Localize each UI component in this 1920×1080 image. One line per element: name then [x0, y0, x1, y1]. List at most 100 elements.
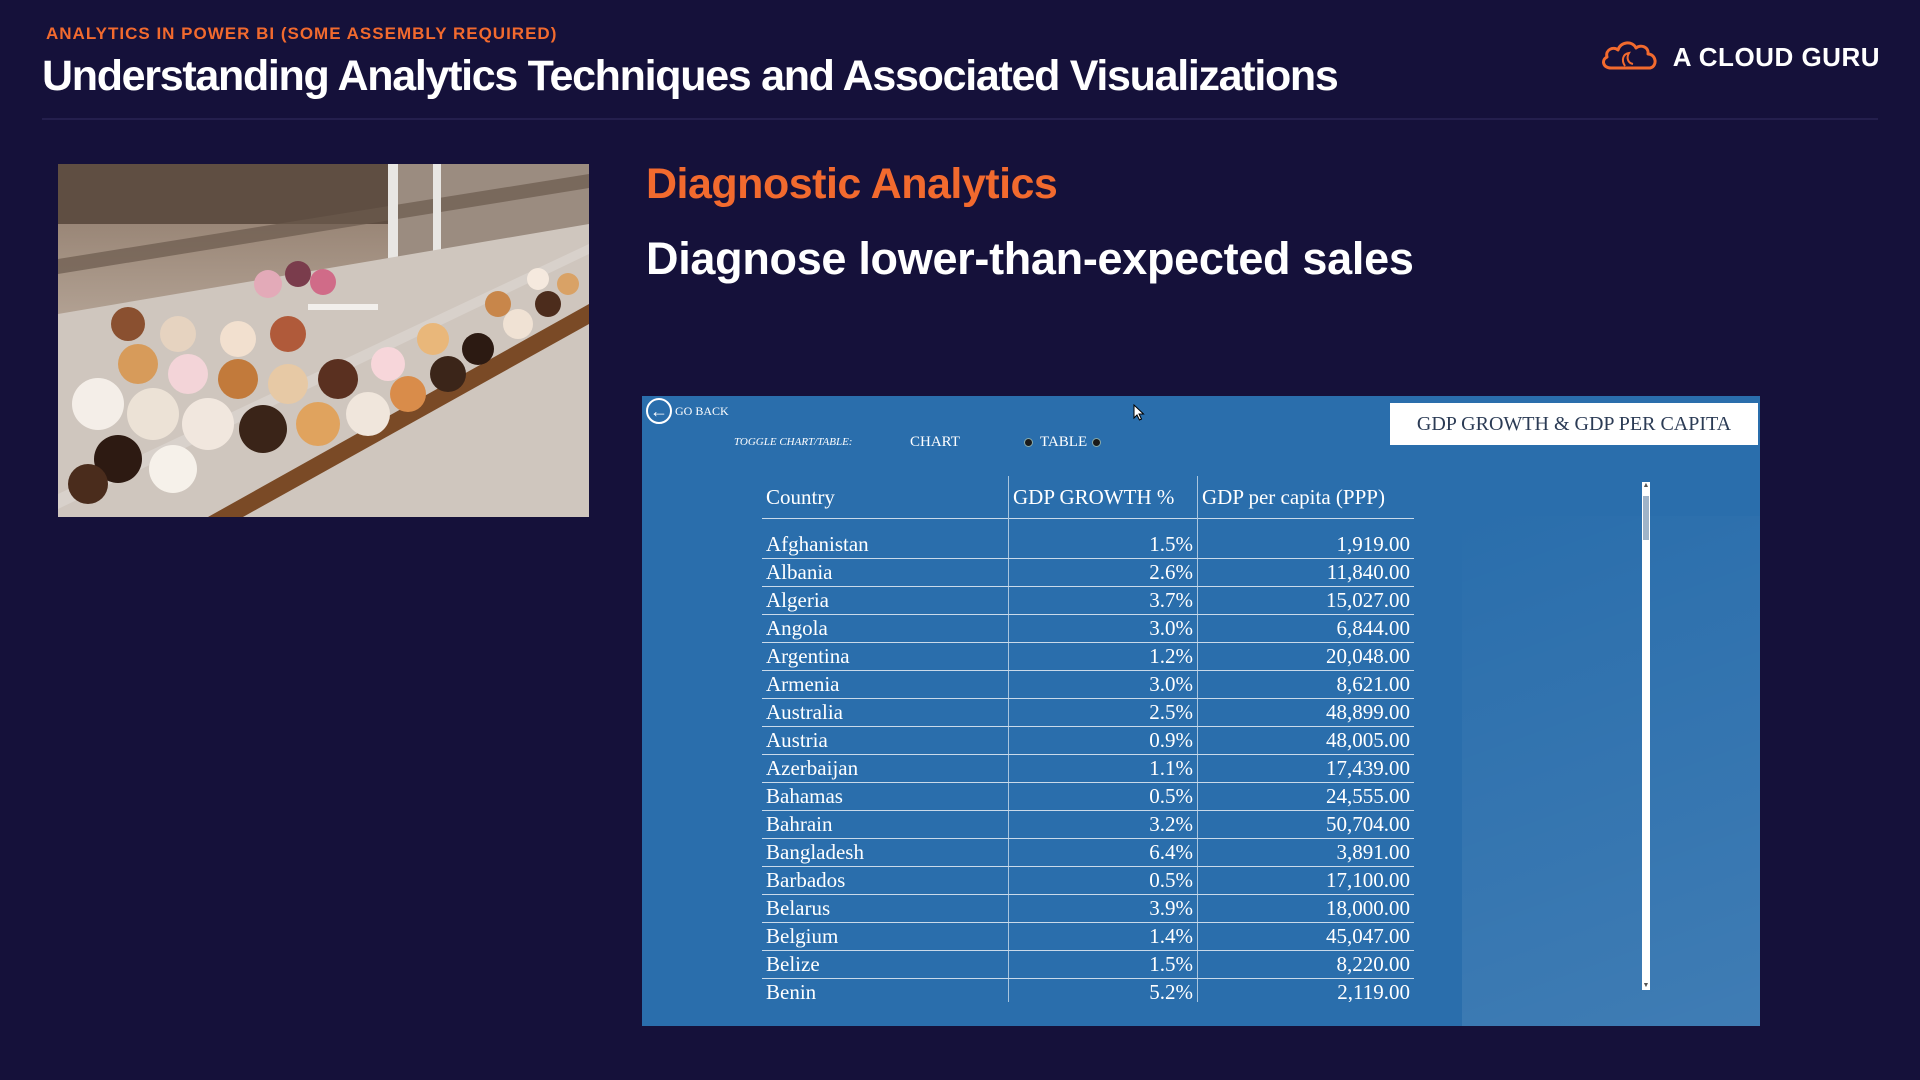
cloud-logo-icon [1599, 36, 1661, 79]
table-row[interactable]: Argentina 1.2% 20,048.00 [762, 642, 1414, 671]
cell-gdp-per-capita: 24,555.00 [1197, 782, 1414, 811]
cell-gdp-per-capita: 8,220.00 [1197, 950, 1414, 979]
table-row[interactable]: Armenia 3.0% 8,621.00 [762, 670, 1414, 699]
table-spacer [762, 518, 1414, 531]
cell-gdp-per-capita: 20,048.00 [1197, 642, 1414, 671]
cell-gdp-per-capita: 1,919.00 [1197, 531, 1414, 559]
cell-gdp-per-capita: 48,005.00 [1197, 726, 1414, 755]
bakery-display-photo [58, 164, 589, 517]
table-row[interactable]: Bahrain 3.2% 50,704.00 [762, 810, 1414, 839]
table-row[interactable]: Barbados 0.5% 17,100.00 [762, 866, 1414, 895]
table-row[interactable]: Algeria 3.7% 15,027.00 [762, 586, 1414, 615]
toggle-table-label: TABLE [1040, 434, 1088, 450]
cell-country: Belarus [762, 894, 1009, 923]
mouse-pointer-icon [1133, 403, 1145, 427]
cell-country: Bangladesh [762, 838, 1009, 867]
gdp-table: Country GDP GROWTH % GDP per capita (PPP… [762, 476, 1414, 1002]
cell-gdp-growth: 1.5% [1008, 950, 1198, 979]
column-header-gdp-growth[interactable]: GDP GROWTH % [1008, 476, 1198, 519]
cell-gdp-growth: 3.0% [1008, 614, 1198, 643]
table-row[interactable]: Belgium 1.4% 45,047.00 [762, 922, 1414, 951]
table-row[interactable]: Albania 2.6% 11,840.00 [762, 558, 1414, 587]
table-row[interactable]: Australia 2.5% 48,899.00 [762, 698, 1414, 727]
cell-gdp-growth: 0.5% [1008, 782, 1198, 811]
cell-country: Belgium [762, 922, 1009, 951]
cell-gdp-per-capita: 48,899.00 [1197, 698, 1414, 727]
cell-country: Bahrain [762, 810, 1009, 839]
table-row[interactable]: Bangladesh 6.4% 3,891.00 [762, 838, 1414, 867]
cell-country: Australia [762, 698, 1009, 727]
table-row[interactable]: Austria 0.9% 48,005.00 [762, 726, 1414, 755]
table-row[interactable]: Benin 5.2% 2,119.00 [762, 978, 1414, 1002]
toggle-table-option[interactable]: TABLE [1024, 434, 1102, 451]
header-divider [42, 118, 1878, 120]
cell-gdp-growth: 1.2% [1008, 642, 1198, 671]
cell-gdp-growth: 1.4% [1008, 922, 1198, 951]
cell-country: Argentina [762, 642, 1009, 671]
cell-gdp-per-capita: 8,621.00 [1197, 670, 1414, 699]
toggle-label: TOGGLE CHART/TABLE: [734, 436, 853, 448]
toggle-chart-option[interactable]: CHART [910, 434, 960, 450]
gdp-table-container[interactable]: Country GDP GROWTH % GDP per capita (PPP… [762, 476, 1414, 1002]
power-bi-report: ← GO BACK GDP GROWTH & GDP PER CAPITA TO… [642, 396, 1760, 1026]
table-row[interactable]: Bahamas 0.5% 24,555.00 [762, 782, 1414, 811]
cell-gdp-per-capita: 6,844.00 [1197, 614, 1414, 643]
scrollbar-thumb[interactable] [1643, 496, 1649, 540]
table-scrollbar[interactable]: ▲ ▼ [1642, 482, 1650, 990]
cell-country: Armenia [762, 670, 1009, 699]
cell-country: Benin [762, 978, 1009, 1002]
cell-gdp-per-capita: 2,119.00 [1197, 978, 1414, 1002]
cell-gdp-growth: 3.9% [1008, 894, 1198, 923]
cell-country: Belize [762, 950, 1009, 979]
cell-gdp-growth: 0.9% [1008, 726, 1198, 755]
cell-gdp-growth: 3.7% [1008, 586, 1198, 615]
section-title: Diagnostic Analytics [646, 160, 1058, 208]
course-kicker: ANALYTICS IN POWER BI (SOME ASSEMBLY REQ… [46, 24, 558, 43]
cell-country: Algeria [762, 586, 1009, 615]
cell-country: Azerbaijan [762, 754, 1009, 783]
cell-gdp-growth: 0.5% [1008, 866, 1198, 895]
cell-gdp-per-capita: 15,027.00 [1197, 586, 1414, 615]
cell-gdp-per-capita: 50,704.00 [1197, 810, 1414, 839]
table-row[interactable]: Azerbaijan 1.1% 17,439.00 [762, 754, 1414, 783]
cell-gdp-per-capita: 17,439.00 [1197, 754, 1414, 783]
cell-country: Angola [762, 614, 1009, 643]
arrow-left-circle-icon: ← [646, 398, 672, 424]
table-row[interactable]: Angola 3.0% 6,844.00 [762, 614, 1414, 643]
cell-gdp-growth: 3.0% [1008, 670, 1198, 699]
cell-gdp-growth: 2.5% [1008, 698, 1198, 727]
cell-gdp-growth: 5.2% [1008, 978, 1198, 1002]
cell-gdp-per-capita: 17,100.00 [1197, 866, 1414, 895]
cell-gdp-growth: 1.5% [1008, 531, 1198, 559]
scroll-down-icon[interactable]: ▼ [1642, 982, 1650, 989]
cell-gdp-growth: 2.6% [1008, 558, 1198, 587]
table-row[interactable]: Afghanistan 1.5% 1,919.00 [762, 531, 1414, 559]
cell-gdp-per-capita: 3,891.00 [1197, 838, 1414, 867]
cell-gdp-growth: 3.2% [1008, 810, 1198, 839]
page-title: Understanding Analytics Techniques and A… [42, 52, 1339, 100]
table-row[interactable]: Belarus 3.9% 18,000.00 [762, 894, 1414, 923]
cell-country: Bahamas [762, 782, 1009, 811]
column-header-country[interactable]: Country [766, 484, 835, 509]
toggle-dot-icon [1092, 438, 1102, 447]
column-header-gdp-per-capita[interactable]: GDP per capita (PPP) [1197, 476, 1414, 519]
scroll-up-icon[interactable]: ▲ [1642, 482, 1650, 489]
brand-logo: A CLOUD GURU [1599, 36, 1880, 79]
go-back-button[interactable]: ← GO BACK [646, 398, 729, 424]
cell-gdp-per-capita: 11,840.00 [1197, 558, 1414, 587]
brand-name: A CLOUD GURU [1672, 42, 1880, 72]
table-row[interactable]: Belize 1.5% 8,220.00 [762, 950, 1414, 979]
background-decoration [1462, 516, 1760, 1026]
slide-subtitle: Diagnose lower-than-expected sales [646, 233, 1414, 284]
cell-gdp-per-capita: 18,000.00 [1197, 894, 1414, 923]
cell-country: Albania [762, 558, 1009, 587]
toggle-dot-icon [1024, 438, 1033, 447]
cell-country: Barbados [762, 866, 1009, 895]
cell-country: Austria [762, 726, 1009, 755]
cell-country: Afghanistan [762, 531, 1009, 559]
report-title: GDP GROWTH & GDP PER CAPITA [1390, 403, 1758, 445]
table-header-row: Country GDP GROWTH % GDP per capita (PPP… [762, 476, 1414, 519]
cell-gdp-growth: 1.1% [1008, 754, 1198, 783]
cell-gdp-per-capita: 45,047.00 [1197, 922, 1414, 951]
cell-gdp-growth: 6.4% [1008, 838, 1198, 867]
